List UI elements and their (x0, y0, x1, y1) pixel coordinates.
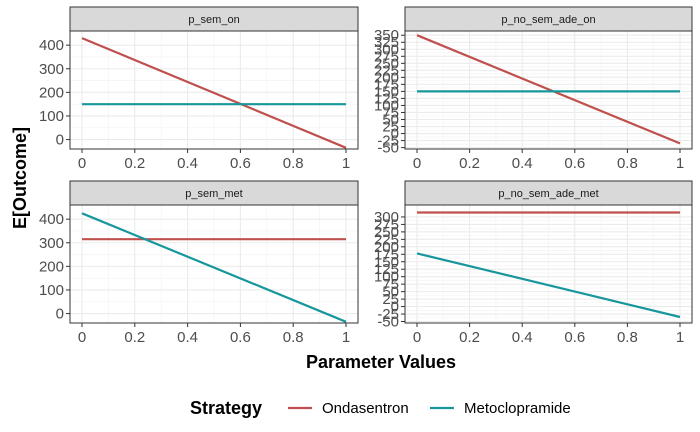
y-tick-label: 100 (39, 282, 64, 299)
y-tick-label: 200 (374, 69, 399, 86)
legend-title: Strategy (190, 398, 262, 418)
y-tick-label: 325 (374, 34, 399, 51)
y-axis-title: E[Outcome] (10, 127, 30, 229)
panel-border (404, 30, 693, 150)
y-tick-label: 25 (382, 119, 399, 136)
x-tick-label: 0.2 (124, 329, 145, 346)
y-tick-label: -25 (377, 133, 399, 150)
y-tick-label: 125 (374, 90, 399, 107)
y-tick-label: -25 (377, 306, 399, 323)
x-tick-label: 0.6 (564, 329, 585, 346)
facet-panel: p_sem_on 0 0.2 0.4 0.6 0.8 1 0 100 200 300 400 (39, 6, 359, 172)
facet-panel: p_no_sem_ade_on0 0.2 0.4 0.6 0.8 1-50-2502550… (374, 6, 693, 172)
y-tick-label: 400 (39, 37, 64, 54)
x-tick-label: 0.6 (564, 155, 585, 172)
y-tick-label: 150 (374, 254, 399, 271)
facet-panel: p_sem_met 0 0.2 0.4 0.6 0.8 1 0 100 200 300 400 (39, 180, 359, 346)
facet-strip (69, 180, 359, 206)
y-tick-label: 100 (39, 108, 64, 125)
x-tick-label: 0 (413, 155, 421, 172)
y-tick-label: 250 (374, 55, 399, 72)
x-tick-label: 0.6 (230, 155, 251, 172)
series-line-ondasentron (416, 34, 681, 145)
y-tick-label: 175 (374, 76, 399, 93)
y-tick-label: 0 (391, 299, 399, 316)
x-tick-label: 0.4 (177, 155, 198, 172)
y-tick-label: 300 (374, 41, 399, 58)
x-tick-label: 1 (342, 155, 350, 172)
y-tick-label: 300 (39, 61, 64, 78)
legend: Strategy Ondasentron Metoclopramide (190, 398, 571, 418)
y-tick-label: 250 (374, 224, 399, 241)
x-tick-label: 0.8 (283, 329, 304, 346)
x-tick-label: 0.4 (512, 155, 533, 172)
y-tick-label: 25 (382, 291, 399, 308)
x-tick-label: 0.8 (283, 155, 304, 172)
y-tick-label: 300 (374, 209, 399, 226)
y-tick-label: 200 (39, 258, 64, 275)
x-tick-label: 0.8 (617, 329, 638, 346)
x-tick-label: 0.6 (230, 329, 251, 346)
facet-panels: p_sem_on0 0.2 0.4 0.6 0.8 10100200300400p_no_… (39, 6, 693, 346)
y-tick-label: 125 (374, 261, 399, 278)
y-tick-label: 75 (382, 276, 399, 293)
y-tick-label: 0 (56, 306, 64, 323)
x-tick-label: 0.4 (512, 329, 533, 346)
y-tick-label: 275 (374, 48, 399, 65)
x-tick-label: 0.8 (617, 155, 638, 172)
x-tick-label: 1 (676, 329, 684, 346)
y-tick-label: 175 (374, 246, 399, 263)
x-tick-label: 0.4 (177, 329, 198, 346)
series-line-ondasentron (81, 37, 347, 149)
y-tick-label: 50 (382, 112, 399, 129)
y-tick-label: -50 (377, 314, 399, 331)
y-tick-label: 100 (374, 97, 399, 114)
y-tick-label: 350 (374, 27, 399, 44)
series-line-metoclopramide (416, 252, 681, 319)
facet-strip-label: p_sem_met (185, 188, 242, 200)
x-tick-label: 0 (413, 329, 421, 346)
facet-strip-label: p_no_sem_ade_met (498, 188, 598, 200)
facet-strip (404, 180, 693, 206)
y-tick-label: 275 (374, 216, 399, 233)
x-tick-label: 0.2 (459, 155, 480, 172)
x-tick-label: 0.2 (459, 329, 480, 346)
y-tick-label: 300 (39, 235, 64, 252)
x-tick-label: 1 (676, 155, 684, 172)
y-tick-label: -50 (377, 140, 399, 157)
y-tick-label: 150 (374, 83, 399, 100)
y-tick-label: 100 (374, 269, 399, 286)
panel-border (69, 30, 359, 150)
x-tick-label: 0 (78, 329, 86, 346)
facet-strip-label: p_sem_on (188, 14, 239, 26)
y-tick-label: 75 (382, 104, 399, 121)
x-axis-title: Parameter Values (306, 352, 456, 372)
y-tick-label: 225 (374, 231, 399, 248)
panel-border (404, 204, 693, 324)
x-tick-label: 1 (342, 329, 350, 346)
y-tick-label: 200 (374, 239, 399, 256)
y-tick-label: 200 (39, 84, 64, 101)
x-tick-label: 0 (78, 155, 86, 172)
y-tick-label: 225 (374, 62, 399, 79)
facet-strip (69, 6, 359, 32)
y-tick-label: 0 (56, 132, 64, 149)
panel-border (69, 204, 359, 324)
legend-label-ondasentron: Ondasentron (322, 400, 409, 417)
y-tick-label: 400 (39, 211, 64, 228)
legend-label-metoclopramide: Metoclopramide (464, 400, 571, 417)
y-tick-label: 0 (391, 126, 399, 143)
y-tick-label: 50 (382, 284, 399, 301)
x-tick-label: 0.2 (124, 155, 145, 172)
series-line-metoclopramide (81, 212, 347, 323)
facet-strip-label: p_no_sem_ade_on (501, 14, 595, 26)
